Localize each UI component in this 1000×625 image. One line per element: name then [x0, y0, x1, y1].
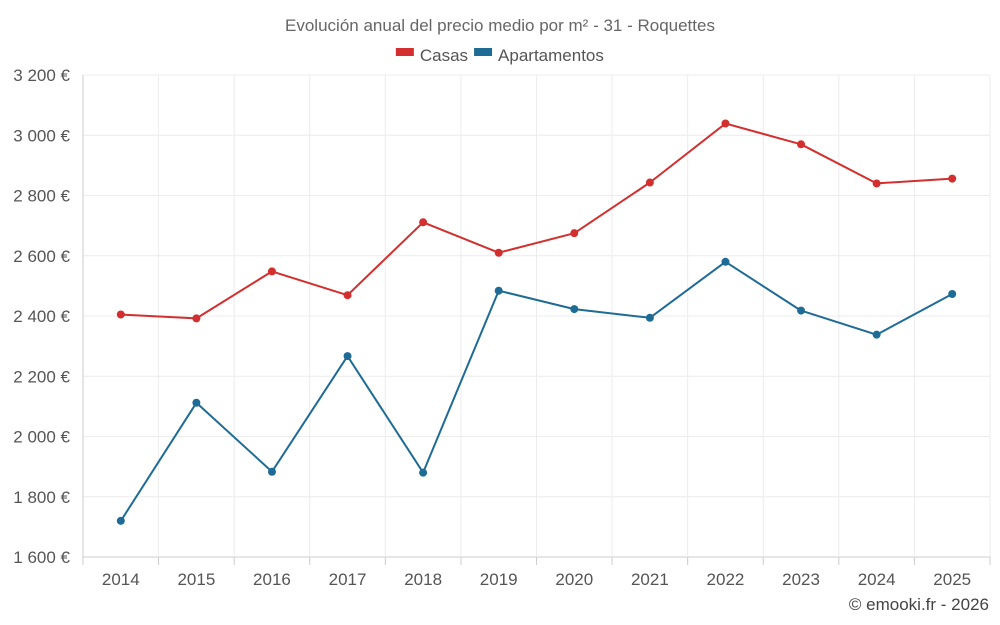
- data-point[interactable]: [797, 140, 806, 149]
- x-tick-label: 2020: [555, 570, 593, 589]
- x-tick-label: 2017: [329, 570, 367, 589]
- data-point[interactable]: [645, 313, 654, 322]
- data-point[interactable]: [419, 218, 428, 227]
- series-apartamentos: [116, 257, 957, 525]
- series-line: [119, 260, 953, 522]
- data-point[interactable]: [872, 179, 881, 188]
- copyright-text: © emooki.fr - 2026: [849, 595, 989, 614]
- gridlines: [82, 74, 991, 565]
- series-casas: [116, 119, 957, 323]
- chart-title: Evolución anual del precio medio por m² …: [285, 16, 715, 35]
- data-point[interactable]: [797, 306, 806, 315]
- y-tick-label: 1 600 €: [13, 548, 70, 567]
- x-tick-label: 2021: [631, 570, 669, 589]
- y-tick-label: 2 400 €: [13, 307, 70, 326]
- legend-item-casas[interactable]: Casas: [395, 46, 468, 65]
- data-point[interactable]: [721, 257, 730, 266]
- x-tick-label: 2024: [858, 570, 896, 589]
- x-tick-label: 2023: [782, 570, 820, 589]
- legend-swatch: [474, 48, 493, 56]
- data-point[interactable]: [645, 178, 654, 187]
- data-point[interactable]: [570, 305, 579, 314]
- y-tick-label: 1 800 €: [13, 488, 70, 507]
- data-point[interactable]: [116, 516, 125, 525]
- legend: Casas Apartamentos: [395, 46, 604, 65]
- x-tick-label: 2025: [933, 570, 971, 589]
- x-tick-label: 2016: [253, 570, 291, 589]
- x-axis: 2014 2015 2016 2017 2018 2019 2020 2021 2022 2023…: [102, 570, 971, 589]
- legend-item-apartamentos[interactable]: Apartamentos: [474, 46, 604, 65]
- data-point[interactable]: [419, 468, 428, 477]
- data-point[interactable]: [721, 119, 730, 128]
- y-tick-label: 2 200 €: [13, 367, 70, 386]
- data-point[interactable]: [948, 174, 957, 183]
- series: [116, 119, 957, 525]
- y-tick-label: 3 000 €: [13, 126, 70, 145]
- y-tick-label: 2 000 €: [13, 428, 70, 447]
- x-tick-label: 2022: [707, 570, 745, 589]
- y-tick-label: 2 600 €: [13, 247, 70, 266]
- series-line: [120, 122, 953, 320]
- data-point[interactable]: [192, 314, 201, 323]
- data-point[interactable]: [192, 398, 201, 407]
- data-point[interactable]: [570, 229, 579, 238]
- data-point[interactable]: [494, 248, 503, 257]
- x-tick-label: 2019: [480, 570, 518, 589]
- y-tick-label: 3 200 €: [13, 66, 70, 85]
- legend-label: Apartamentos: [498, 46, 604, 65]
- x-tick-label: 2014: [102, 570, 140, 589]
- data-point[interactable]: [494, 286, 503, 295]
- legend-label: Casas: [420, 46, 468, 65]
- x-tick-label: 2018: [404, 570, 442, 589]
- legend-swatch: [395, 48, 414, 56]
- data-point[interactable]: [267, 467, 276, 476]
- y-tick-label: 2 800 €: [13, 187, 70, 206]
- data-point[interactable]: [343, 291, 352, 300]
- data-point[interactable]: [872, 330, 881, 339]
- data-point[interactable]: [267, 267, 276, 276]
- y-axis: 1 600 € 1 800 € 2 000 € 2 200 € 2 400 € 2 600…: [13, 66, 70, 567]
- data-point[interactable]: [948, 290, 957, 299]
- x-tick-label: 2015: [177, 570, 215, 589]
- data-point[interactable]: [116, 310, 125, 319]
- data-point[interactable]: [343, 352, 352, 361]
